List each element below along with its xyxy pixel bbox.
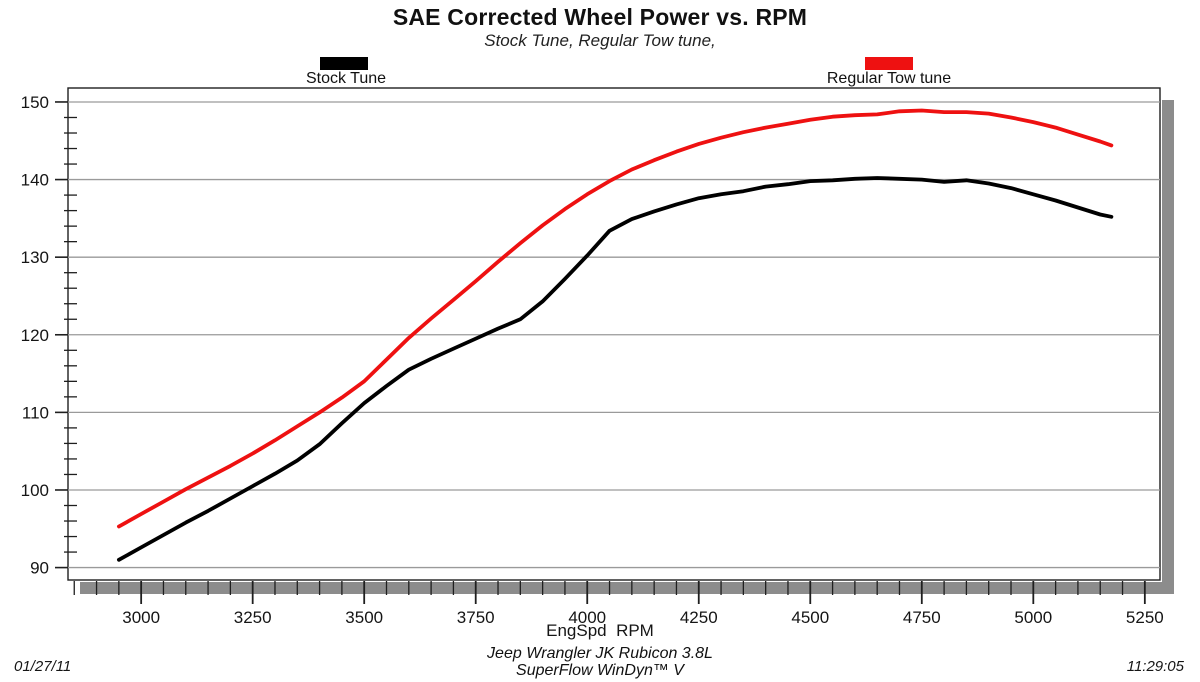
x-tick-label: 3500 [345, 608, 383, 627]
footer-vehicle-line: Jeep Wrangler JK Rubicon 3.8L [487, 645, 713, 662]
page-subtitle: Stock Tune, Regular Tow tune, [484, 31, 716, 50]
series-line-stock-tune [117, 176, 1114, 562]
legend-swatch-stock-tune [320, 57, 368, 70]
x-tick-label: 4000 [568, 608, 606, 627]
x-tick-label: 3250 [234, 608, 272, 627]
plot-shadow-bottom [80, 582, 1174, 594]
x-tick-label: 5000 [1014, 608, 1052, 627]
plot-shadow-right [1162, 100, 1174, 594]
legend-swatch-regular-tow-tune [865, 57, 913, 70]
footer-date: 01/27/11 [14, 658, 72, 675]
legend-label-stock-tune: Stock Tune [305, 70, 387, 87]
y-tick-label: 150 [21, 93, 49, 112]
legend-label-regular-tow-tune: Regular Tow tune [826, 70, 952, 87]
x-tick-label: 3750 [457, 608, 495, 627]
y-tick-label: 90 [30, 559, 49, 578]
page-title: SAE Corrected Wheel Power vs. RPM [392, 4, 808, 30]
x-tick-label: 5250 [1126, 608, 1164, 627]
y-tick-label: 110 [22, 403, 49, 422]
footer-software-line: SuperFlow WinDyn™ V [516, 662, 684, 679]
x-tick-label: 3000 [122, 608, 160, 627]
x-axis-label: EngSpd RPM [546, 621, 654, 640]
y-tick-label: 100 [21, 481, 49, 500]
plot-area [67, 87, 1161, 581]
x-tick-label: 4250 [680, 608, 718, 627]
footer-time: 11:29:05 [1126, 658, 1184, 675]
y-tick-label: 140 [21, 171, 49, 190]
y-tick-label: 130 [21, 248, 49, 267]
y-tick-label: 120 [21, 326, 49, 345]
series-line-regular-tow-tune [117, 108, 1114, 529]
x-tick-label: 4750 [903, 608, 941, 627]
x-tick-label: 4500 [791, 608, 829, 627]
